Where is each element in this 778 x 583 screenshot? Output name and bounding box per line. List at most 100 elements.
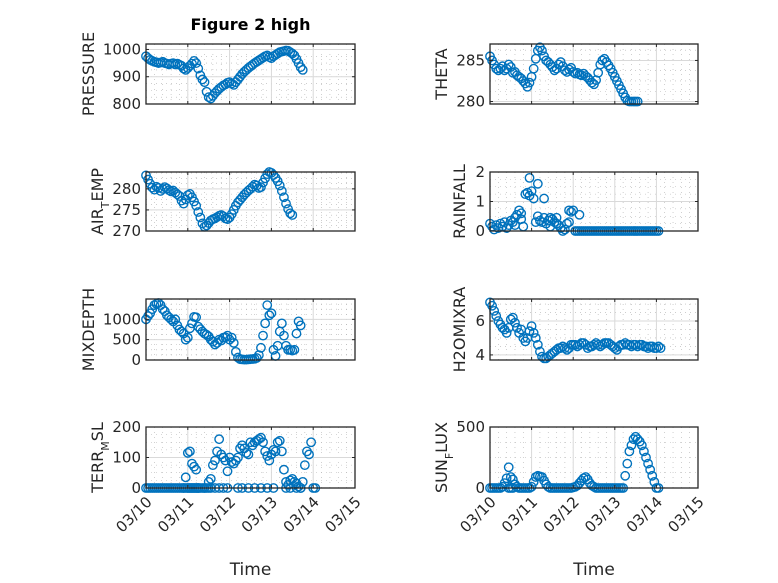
y-tick-label: 500	[112, 331, 141, 349]
data-point	[505, 472, 516, 482]
y-tick-label: 500	[456, 418, 485, 436]
data-series-air_temp	[141, 167, 298, 232]
data-point	[524, 77, 535, 88]
subplot-rainfall: 0 1 2 RAINFALL	[450, 163, 699, 240]
data-point	[576, 70, 587, 81]
y-tick-label: 280	[112, 180, 141, 198]
subplot-mixdepth: 0 500 1000 MIXDEPTH	[79, 288, 356, 371]
data-point	[279, 464, 289, 475]
y-tick-label: 0	[131, 479, 141, 497]
data-point	[256, 182, 266, 193]
data-point	[639, 446, 649, 457]
data-point	[182, 332, 193, 343]
data-point	[193, 63, 204, 74]
data-point	[491, 311, 502, 321]
axes-background	[146, 172, 355, 231]
y-tick-label: 2	[475, 163, 485, 181]
data-point	[551, 218, 562, 229]
data-point	[510, 317, 520, 328]
data-point	[503, 462, 514, 473]
y-axis-label: RAINFALL	[450, 164, 469, 239]
data-point	[260, 318, 271, 329]
data-point	[530, 333, 541, 343]
y-tick-label: 1	[475, 193, 485, 211]
axes-box	[145, 298, 356, 361]
data-point	[276, 446, 287, 457]
data-point	[264, 310, 275, 321]
data-point	[233, 452, 243, 463]
axes-box	[145, 171, 356, 232]
data-point	[624, 446, 635, 457]
data-point	[651, 343, 662, 354]
data-point	[262, 451, 273, 461]
data-point	[178, 63, 189, 74]
data-point	[180, 334, 191, 345]
axes-background	[146, 299, 355, 360]
y-axis-label: H2OMIXRA	[450, 287, 469, 373]
data-point	[207, 460, 218, 471]
data-point	[628, 434, 639, 445]
data-point	[205, 473, 216, 484]
data-point	[279, 192, 289, 203]
y-tick-label: 0	[475, 479, 485, 497]
data-point	[526, 481, 537, 492]
data-point	[568, 67, 579, 77]
data-point	[297, 476, 308, 487]
data-point	[258, 437, 268, 448]
data-point	[243, 449, 254, 460]
data-point	[147, 182, 158, 193]
data-series-pressure	[141, 45, 308, 104]
data-point	[516, 208, 527, 219]
data-point	[197, 74, 208, 85]
data-point	[532, 178, 543, 189]
data-point	[626, 440, 637, 451]
data-point	[528, 327, 539, 338]
data-point	[501, 223, 512, 233]
data-point	[195, 212, 206, 223]
data-point	[524, 190, 535, 201]
y-tick-label: 100	[112, 449, 141, 467]
data-point	[187, 58, 197, 69]
axes-background	[146, 44, 355, 104]
data-point	[274, 180, 285, 191]
data-point	[295, 62, 306, 73]
y-axis-label: SUNFLUX	[432, 422, 456, 493]
data-point	[574, 209, 585, 220]
x-axis-label: Time	[229, 560, 272, 580]
data-point	[176, 195, 187, 206]
data-point	[532, 339, 543, 350]
data-point	[528, 63, 539, 74]
data-point	[191, 58, 202, 68]
data-point	[632, 96, 643, 107]
x-axis-label: Time	[572, 560, 615, 580]
y-tick-label: 200	[112, 418, 141, 436]
data-point	[168, 58, 179, 68]
data-point	[191, 200, 202, 211]
data-point	[210, 455, 220, 466]
data-point	[501, 473, 512, 484]
data-point	[279, 330, 289, 341]
subplot-pressure: 800 900 1000 PRESSURE	[79, 32, 356, 116]
data-point	[543, 215, 554, 226]
data-point	[514, 205, 525, 216]
data-point	[270, 446, 281, 457]
data-point	[562, 218, 572, 229]
data-point	[276, 318, 287, 329]
axes-box	[489, 298, 699, 361]
data-point	[164, 185, 174, 196]
y-tick-label: 285	[456, 51, 485, 69]
data-point	[295, 320, 306, 331]
axes-box	[145, 43, 356, 105]
y-axis-label: MIXDEPTH	[79, 288, 98, 371]
data-point	[291, 328, 302, 339]
y-tick-label: 6	[475, 312, 485, 330]
data-point	[530, 217, 541, 228]
data-point	[643, 458, 653, 469]
data-point	[191, 464, 202, 475]
data-point	[285, 208, 296, 219]
data-point	[193, 207, 204, 217]
data-point	[306, 437, 317, 448]
data-point	[564, 205, 574, 216]
data-point	[170, 314, 181, 325]
